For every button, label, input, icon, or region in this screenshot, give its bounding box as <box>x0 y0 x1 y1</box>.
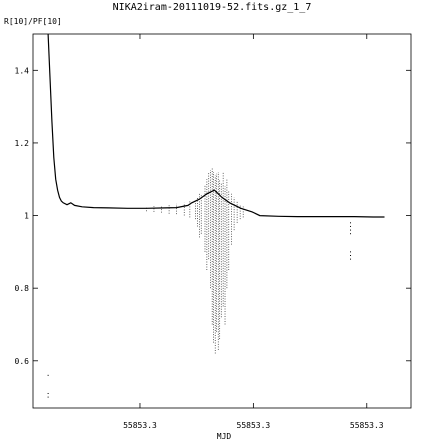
axis-ticks: 0.6 0.8 1 1.2 1.4 55853.3 55853.3 55853.3 <box>15 34 411 430</box>
data-marks <box>47 33 385 398</box>
data-point <box>350 254 352 256</box>
x-tick-label: 55853.3 <box>237 421 271 430</box>
y-tick-label: 1 <box>24 212 29 221</box>
plot-frame <box>32 33 412 409</box>
x-tick-label: 55853.3 <box>123 421 157 430</box>
data-point <box>350 222 352 224</box>
data-point <box>47 374 49 376</box>
x-axis-label: MJD <box>217 432 232 441</box>
y-tick-label: 1.4 <box>15 66 30 75</box>
data-point <box>47 392 49 394</box>
data-point <box>350 225 352 227</box>
y-tick-label: 1.2 <box>15 139 30 148</box>
data-point <box>350 258 352 260</box>
y-tick-label: 0.8 <box>15 284 30 293</box>
data-point <box>47 396 49 398</box>
series-line <box>47 33 385 218</box>
data-point <box>350 251 352 253</box>
x-tick-label: 55853.3 <box>350 421 384 430</box>
data-point <box>350 233 352 235</box>
y-axis-label: R[10]/PF[10] <box>4 17 62 26</box>
chart-title: NIKA2iram-20111019-52.fits.gz_1_7 <box>113 2 312 13</box>
y-tick-label: 0.6 <box>15 357 30 366</box>
data-point <box>350 229 352 231</box>
